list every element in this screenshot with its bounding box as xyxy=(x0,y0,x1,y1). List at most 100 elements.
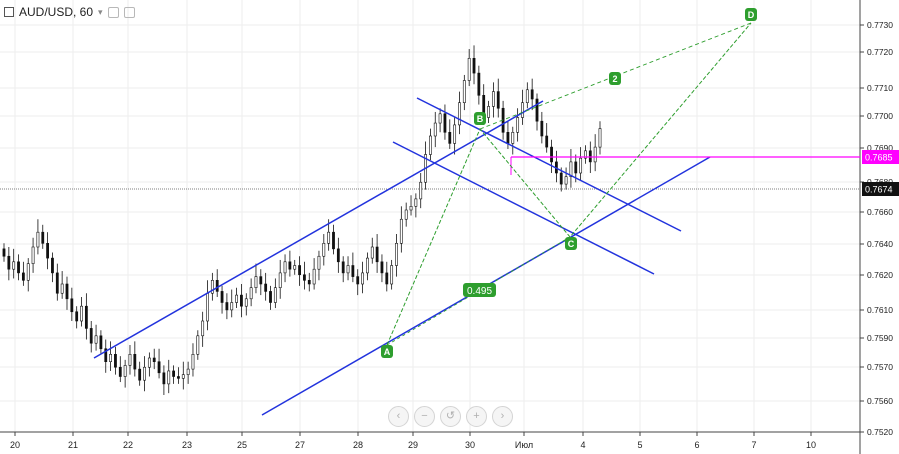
reset-button[interactable]: ↺ xyxy=(440,406,461,427)
candle-body xyxy=(240,294,243,307)
harmonic-pattern-path[interactable] xyxy=(386,22,752,346)
candle-body xyxy=(288,261,292,270)
candle-body xyxy=(84,305,88,329)
candle-body xyxy=(254,276,258,289)
candle-body xyxy=(152,357,156,362)
candle-body xyxy=(109,353,113,362)
candle-body xyxy=(569,161,573,177)
channel-line[interactable] xyxy=(93,100,544,359)
wave-2-label-bg xyxy=(609,72,621,85)
candle-body xyxy=(472,57,476,74)
candle-body xyxy=(104,348,108,362)
candle-body xyxy=(70,298,74,313)
candle-body xyxy=(322,243,326,257)
point-b-label[interactable]: B xyxy=(477,114,484,124)
candle-body xyxy=(196,335,200,355)
symbol-label: AUD/USD, 60 xyxy=(19,5,94,19)
candle-body xyxy=(312,268,316,285)
x-tick-label: 23 xyxy=(182,440,192,450)
x-tick-label: 10 xyxy=(806,440,816,450)
scroll-left-button[interactable]: ‹ xyxy=(388,406,409,427)
price-label-bg xyxy=(862,182,899,196)
candle-body xyxy=(298,265,301,276)
x-tick-label: 5 xyxy=(637,440,642,450)
zoom-in-button[interactable]: + xyxy=(466,406,487,427)
ratio-label[interactable]: 0.495 xyxy=(467,286,492,297)
point-a-label-bg xyxy=(381,345,393,358)
channel-line[interactable] xyxy=(392,141,655,275)
price-label-bg xyxy=(862,150,899,164)
point-c-label[interactable]: C xyxy=(568,239,575,249)
candle-body xyxy=(506,132,510,144)
point-d-label[interactable]: D xyxy=(748,10,755,20)
zoom-controls: ‹ − ↺ + › xyxy=(388,406,513,427)
interval-dropdown-icon[interactable]: ▾ xyxy=(98,6,103,17)
candle-body xyxy=(346,265,350,274)
candle-body xyxy=(433,122,437,137)
candle-body xyxy=(448,132,452,144)
candle-body xyxy=(375,246,379,263)
candle-body xyxy=(46,243,50,259)
y-tick-label: 0.7520 xyxy=(867,427,893,437)
candle-body xyxy=(429,135,432,155)
candle-body xyxy=(206,292,209,322)
candle-body xyxy=(390,265,394,285)
candle-body xyxy=(496,91,500,109)
settings-icon[interactable] xyxy=(107,6,119,18)
price-label: 0.7685 xyxy=(865,153,893,163)
point-a-label[interactable]: A xyxy=(384,347,391,357)
candle-body xyxy=(598,128,602,148)
candle-body xyxy=(118,366,122,377)
candle-body xyxy=(7,255,11,270)
candle-body xyxy=(545,135,549,148)
candle-body xyxy=(230,302,234,311)
candle-body xyxy=(12,261,16,270)
candle-body xyxy=(264,283,268,292)
candle-body xyxy=(65,283,69,300)
x-tick-label: 27 xyxy=(295,440,305,450)
wave-2-label[interactable]: 2 xyxy=(612,74,617,84)
candle-body xyxy=(593,146,597,163)
channel-line[interactable] xyxy=(416,97,682,232)
candle-body xyxy=(579,157,583,174)
y-tick-label: 0.7660 xyxy=(867,207,893,217)
x-tick-label: 21 xyxy=(68,440,78,450)
candle-body xyxy=(36,231,40,248)
visibility-checkbox[interactable] xyxy=(4,7,14,17)
candle-body xyxy=(336,248,340,263)
candle-body xyxy=(341,261,345,274)
candle-body xyxy=(361,272,364,285)
x-tick-label: 22 xyxy=(123,440,133,450)
candle-body xyxy=(356,276,360,285)
candle-body xyxy=(17,261,20,274)
candle-body xyxy=(89,328,93,344)
y-tick-label: 0.7640 xyxy=(867,239,893,249)
scroll-right-button[interactable]: › xyxy=(492,406,513,427)
x-tick-label: 29 xyxy=(408,440,418,450)
y-tick-label: 0.7710 xyxy=(867,83,893,93)
candle-body xyxy=(584,150,587,159)
candle-body xyxy=(157,361,161,374)
candle-body xyxy=(162,372,166,385)
close-icon[interactable] xyxy=(123,6,135,18)
x-tick-label: 20 xyxy=(10,440,20,450)
candle-body xyxy=(443,113,447,133)
candle-body xyxy=(41,231,45,244)
candle-body xyxy=(249,287,253,300)
candle-body xyxy=(588,150,592,163)
y-tick-label: 0.7620 xyxy=(867,270,893,280)
candle-body xyxy=(128,353,132,366)
x-tick-label: 25 xyxy=(237,440,247,450)
candle-body xyxy=(307,279,311,285)
candle-body xyxy=(172,370,175,377)
candle-body xyxy=(283,261,287,274)
candle-body xyxy=(351,265,355,277)
candle-body xyxy=(181,374,185,379)
zoom-out-button[interactable]: − xyxy=(414,406,435,427)
candle-body xyxy=(99,335,103,350)
candle-body xyxy=(167,370,171,385)
candle-body xyxy=(530,89,534,100)
candle-body xyxy=(21,272,25,281)
